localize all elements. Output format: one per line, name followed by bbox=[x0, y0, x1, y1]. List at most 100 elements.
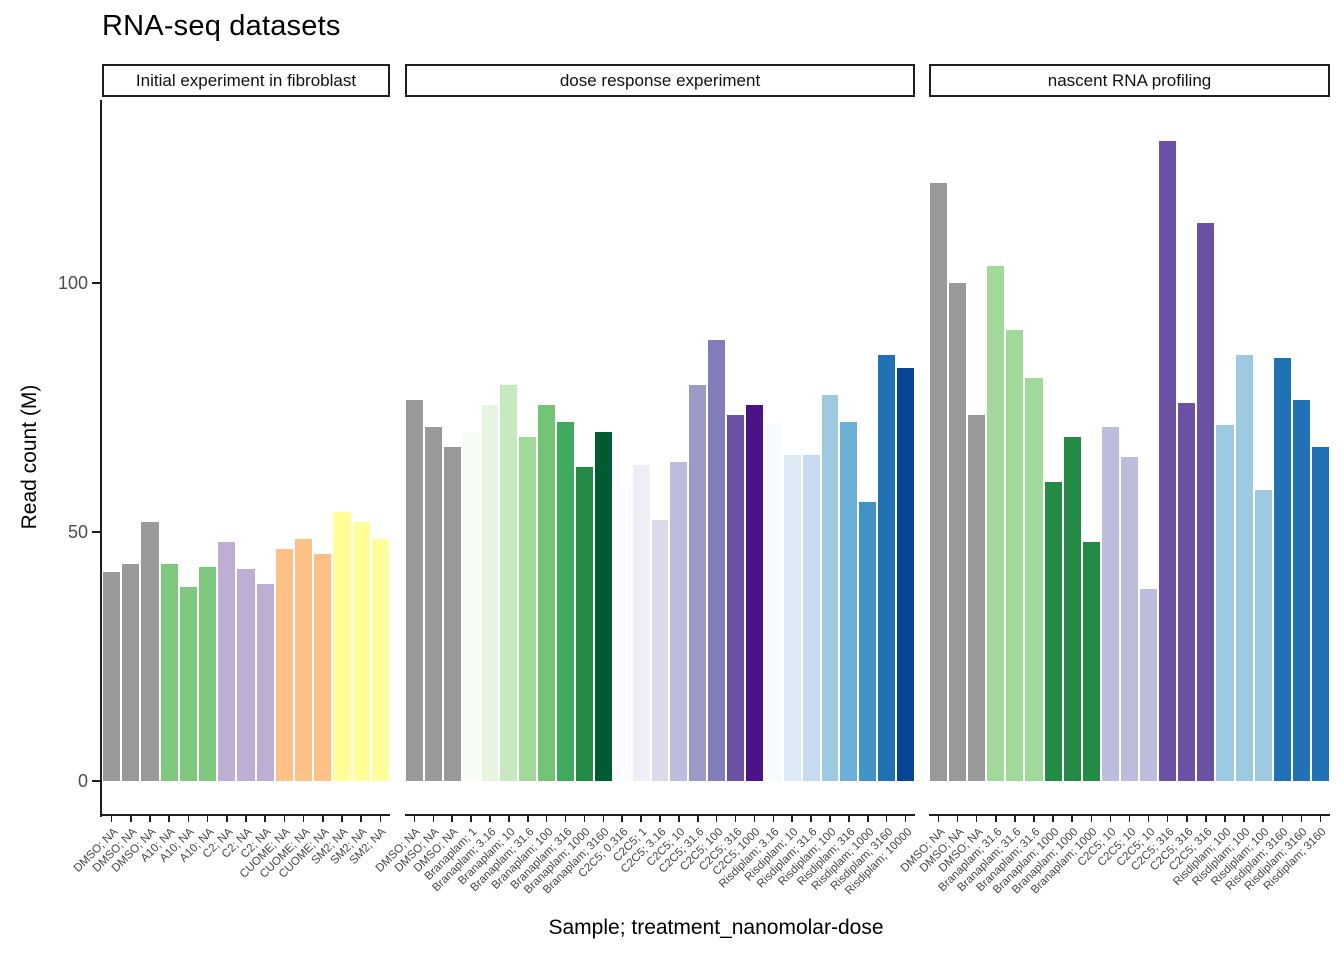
bar bbox=[1006, 330, 1024, 781]
x-axis-tick bbox=[130, 816, 132, 822]
bar bbox=[371, 539, 389, 781]
x-axis-tick bbox=[168, 816, 170, 822]
bar bbox=[613, 487, 631, 781]
bar bbox=[103, 571, 121, 781]
y-tick-label: 100 bbox=[57, 273, 88, 293]
x-axis-tick bbox=[1243, 816, 1245, 822]
x-axis-tick bbox=[867, 816, 869, 822]
x-axis-tick bbox=[583, 816, 586, 822]
x-axis-tick bbox=[245, 816, 247, 822]
bar bbox=[122, 564, 140, 781]
x-axis-tick bbox=[640, 816, 642, 822]
bar bbox=[708, 340, 726, 781]
x-axis-tick bbox=[1281, 816, 1283, 822]
bar bbox=[481, 405, 499, 781]
x-axis-tick bbox=[322, 816, 324, 822]
y-axis-title: Read count (M) bbox=[18, 384, 41, 530]
bar bbox=[821, 395, 839, 781]
bar bbox=[406, 400, 423, 781]
chart-title: RNA-seq datasets bbox=[102, 10, 341, 42]
bar bbox=[746, 405, 763, 781]
bar bbox=[333, 512, 351, 781]
bar bbox=[1178, 402, 1196, 781]
bar bbox=[727, 414, 744, 781]
bar bbox=[1311, 447, 1329, 781]
bar bbox=[1197, 223, 1215, 781]
bar bbox=[689, 385, 707, 781]
bar bbox=[802, 454, 820, 781]
x-axis-tick bbox=[1071, 816, 1073, 822]
bar bbox=[462, 432, 480, 781]
bar bbox=[987, 265, 1005, 781]
bar bbox=[594, 432, 612, 781]
x-axis-tick bbox=[753, 816, 756, 822]
x-axis-tick bbox=[848, 816, 850, 822]
bar bbox=[1216, 424, 1234, 781]
bar bbox=[859, 502, 877, 781]
x-axis-tick bbox=[1300, 816, 1303, 822]
bar bbox=[1101, 427, 1119, 781]
x-axis-tick bbox=[226, 816, 228, 822]
x-axis-tick bbox=[995, 816, 997, 822]
x-axis-tick bbox=[302, 816, 305, 822]
x-axis-tick bbox=[975, 816, 978, 822]
x-axis-title: Sample; treatment_nanomolar-dose bbox=[548, 916, 884, 939]
x-axis-tick bbox=[1262, 816, 1264, 822]
x-axis-tick bbox=[1319, 816, 1322, 822]
x-axis-tick bbox=[1186, 816, 1188, 822]
bar bbox=[519, 437, 537, 781]
x-axis-tick bbox=[956, 816, 959, 822]
x-axis-tick bbox=[904, 816, 907, 822]
bar bbox=[275, 549, 293, 781]
x-axis-tick bbox=[659, 816, 661, 822]
y-axis-tick bbox=[92, 531, 100, 533]
bar bbox=[949, 283, 967, 781]
x-axis-tick bbox=[810, 816, 812, 822]
x-axis-tick bbox=[621, 816, 623, 822]
bar bbox=[295, 539, 313, 781]
x-axis-tick bbox=[791, 816, 793, 822]
facet-strip: nascent RNA profiling bbox=[929, 64, 1330, 97]
bar bbox=[443, 447, 461, 781]
x-axis-tick bbox=[1147, 816, 1150, 822]
x-axis-tick bbox=[715, 816, 718, 822]
bar bbox=[179, 586, 197, 781]
bar bbox=[557, 422, 574, 781]
x-axis-tick bbox=[772, 816, 775, 822]
x-axis-tick bbox=[697, 816, 699, 822]
bar bbox=[314, 554, 332, 781]
facet-strip: Initial experiment in fibroblast bbox=[102, 64, 390, 97]
x-axis-tick bbox=[379, 816, 382, 822]
y-axis-line bbox=[100, 100, 102, 817]
bar bbox=[897, 367, 914, 781]
x-axis-tick bbox=[413, 816, 416, 822]
x-axis-tick bbox=[110, 816, 113, 822]
x-axis-tick bbox=[489, 816, 491, 822]
x-axis-line bbox=[102, 814, 390, 816]
x-axis-tick bbox=[1166, 816, 1169, 822]
bar bbox=[538, 405, 556, 781]
bar bbox=[632, 464, 650, 781]
bar bbox=[500, 385, 518, 781]
bar bbox=[968, 414, 986, 781]
bar bbox=[1254, 489, 1272, 781]
bar bbox=[160, 564, 178, 781]
x-axis-tick bbox=[451, 816, 453, 822]
y-tick-label: 50 bbox=[67, 522, 88, 542]
x-axis-tick bbox=[1033, 816, 1035, 822]
x-axis-tick bbox=[1205, 816, 1207, 822]
bar bbox=[878, 355, 896, 781]
x-axis-tick bbox=[1014, 816, 1016, 822]
bar bbox=[352, 522, 370, 781]
bar bbox=[424, 427, 442, 781]
x-axis-tick bbox=[470, 816, 472, 822]
bar bbox=[1159, 141, 1177, 781]
x-axis-tick bbox=[602, 816, 605, 822]
bar bbox=[1140, 589, 1158, 781]
x-axis-line bbox=[929, 814, 1330, 816]
x-axis-tick bbox=[527, 816, 529, 822]
bar bbox=[840, 422, 858, 781]
x-axis-tick bbox=[432, 816, 435, 822]
bar bbox=[1044, 482, 1062, 781]
bar bbox=[237, 569, 255, 781]
